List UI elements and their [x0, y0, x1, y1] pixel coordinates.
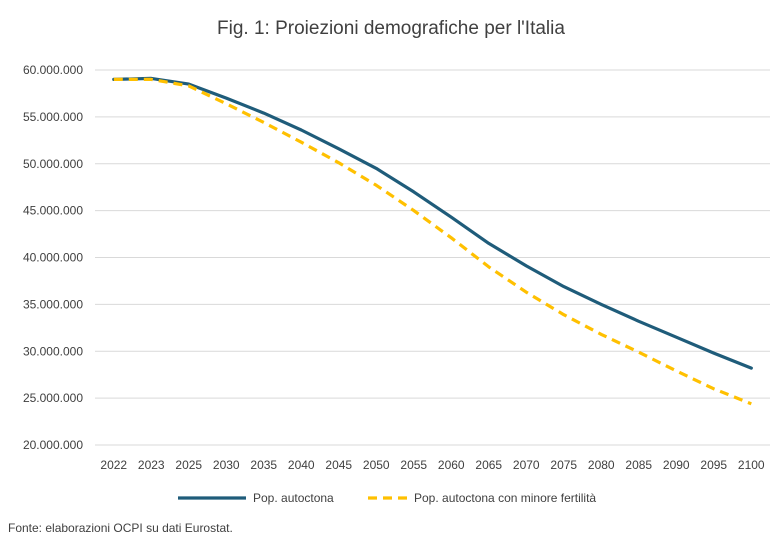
x-tick-label: 2090 [663, 458, 690, 472]
x-tick-label: 2085 [625, 458, 652, 472]
source-note: Fonte: elaborazioni OCPI su dati Eurosta… [8, 521, 233, 535]
y-tick-label: 40.000.000 [23, 251, 83, 265]
legend-label: Pop. autoctona [253, 491, 334, 505]
x-tick-label: 2100 [738, 458, 765, 472]
x-tick-label: 2065 [475, 458, 502, 472]
x-tick-label: 2070 [513, 458, 540, 472]
x-tick-label: 2055 [400, 458, 427, 472]
y-tick-label: 20.000.000 [23, 438, 83, 452]
y-tick-label: 35.000.000 [23, 297, 83, 311]
gridlines [95, 69, 770, 446]
x-tick-label: 2080 [588, 458, 615, 472]
x-tick-label: 2035 [250, 458, 277, 472]
y-tick-label: 60.000.000 [23, 63, 83, 77]
x-tick-label: 2075 [550, 458, 577, 472]
y-tick-label: 45.000.000 [23, 204, 83, 218]
series-line-pop-autoctona [112, 76, 753, 370]
x-tick-label: 2022 [100, 458, 127, 472]
x-tick-label: 2023 [138, 458, 165, 472]
x-tick-label: 2095 [700, 458, 727, 472]
series-lines [112, 76, 753, 406]
series-line-pop-minore-fertilita [113, 77, 752, 406]
y-tick-label: 25.000.000 [23, 391, 83, 405]
y-tick-label: 55.000.000 [23, 110, 83, 124]
x-tick-label: 2060 [438, 458, 465, 472]
chart-title: Fig. 1: Proiezioni demografiche per l'It… [217, 18, 565, 39]
x-axis-tick-labels: 2022 2023 2025 2030 2035 2040 2045 2050 2055 2060… [100, 458, 765, 472]
legend-label: Pop. autoctona con minore fertilità [414, 491, 596, 505]
y-tick-label: 50.000.000 [23, 157, 83, 171]
y-axis-tick-labels: 20.000.000 25.000.000 30.000.000 35.000.000… [23, 63, 83, 452]
x-tick-label: 2025 [175, 458, 202, 472]
x-tick-label: 2050 [363, 458, 390, 472]
x-tick-label: 2030 [213, 458, 240, 472]
x-tick-label: 2045 [325, 458, 352, 472]
y-tick-label: 30.000.000 [23, 344, 83, 358]
legend: Pop. autoctona Pop. autoctona con minore … [178, 491, 596, 505]
x-tick-label: 2040 [288, 458, 315, 472]
